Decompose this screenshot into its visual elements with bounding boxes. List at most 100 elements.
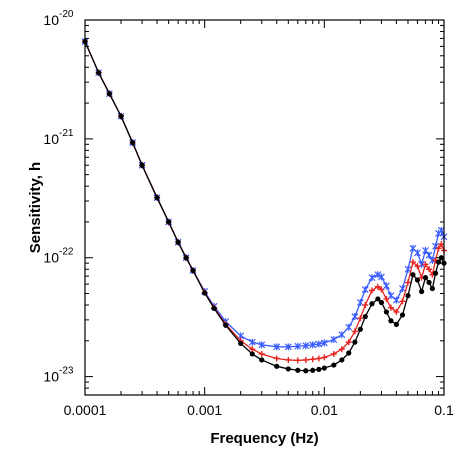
plot-frame <box>84 19 445 396</box>
data-point <box>362 302 369 309</box>
data-point <box>346 350 352 356</box>
data-point <box>130 140 136 146</box>
data-point <box>351 313 359 321</box>
data-point <box>435 245 442 252</box>
y-tick-base: 10 <box>43 12 59 28</box>
data-point <box>422 261 429 268</box>
data-point <box>409 259 416 266</box>
data-point <box>426 279 432 286</box>
y-tick-label: 10 <box>43 12 59 28</box>
data-point <box>238 340 244 347</box>
data-point <box>422 275 429 281</box>
data-point <box>388 318 394 324</box>
data-point <box>399 298 406 305</box>
data-point <box>399 312 406 318</box>
data-point <box>309 356 316 363</box>
data-point <box>331 362 337 368</box>
data-point <box>118 113 124 119</box>
data-point <box>302 356 309 363</box>
data-point <box>392 296 400 304</box>
y-tick-base: 10 <box>43 131 59 147</box>
data-point <box>273 355 280 362</box>
data-point <box>404 279 411 286</box>
data-point <box>321 365 327 371</box>
data-point <box>374 271 382 279</box>
x-tick-label: 0.1 <box>434 402 454 418</box>
data-point <box>378 299 385 306</box>
data-point <box>310 367 316 373</box>
data-point <box>294 342 302 350</box>
data-point <box>294 357 301 364</box>
x-axis-label: Frequency (Hz) <box>210 430 318 447</box>
data-point <box>338 346 345 353</box>
data-point <box>414 249 421 257</box>
data-point <box>419 288 425 295</box>
data-point <box>330 336 338 344</box>
axes-layer <box>84 19 444 396</box>
data-point <box>375 296 381 302</box>
data-point <box>320 339 328 347</box>
data-point <box>435 259 442 265</box>
data-point <box>166 219 172 225</box>
x-tick-labels: 0.0001 0.001 0.01 0.1 <box>64 402 454 418</box>
data-point <box>368 274 376 282</box>
data-point <box>339 357 345 363</box>
data-point <box>330 350 337 357</box>
data-point <box>345 323 353 331</box>
data-point <box>202 290 208 296</box>
data-point <box>387 304 394 311</box>
data-point <box>345 339 352 346</box>
data-point <box>438 241 445 248</box>
x-tick-label: 0.001 <box>187 402 222 418</box>
data-point <box>429 285 436 292</box>
x-tick-label: 0.0001 <box>64 402 107 418</box>
data-point <box>321 354 328 361</box>
data-point <box>316 366 322 372</box>
data-point <box>249 351 255 357</box>
data-point <box>362 313 368 320</box>
data-point <box>351 328 358 335</box>
data-point <box>393 321 399 327</box>
data-point <box>425 251 433 259</box>
data-point <box>106 91 113 97</box>
data-point <box>378 273 385 281</box>
data-point <box>383 309 389 315</box>
y-tick-label: 10 <box>43 369 59 385</box>
data-point <box>352 339 358 345</box>
data-point <box>399 285 406 293</box>
data-point <box>382 282 390 290</box>
data-point <box>387 292 395 300</box>
data-point <box>190 267 196 274</box>
data-point <box>405 293 411 299</box>
x-tick-label: 0.01 <box>311 402 338 418</box>
data-point <box>303 368 309 374</box>
data-point <box>249 346 256 353</box>
data-point <box>428 256 436 264</box>
y-tick-label: 10 <box>43 250 59 266</box>
data-point <box>223 322 229 328</box>
data-point <box>369 301 375 307</box>
data-point <box>432 270 439 276</box>
data-point <box>302 342 310 350</box>
data-point <box>248 338 256 346</box>
data-point <box>139 162 145 168</box>
data-point <box>274 363 280 369</box>
data-point <box>175 239 181 245</box>
data-point <box>284 343 292 351</box>
data-point <box>258 341 266 349</box>
data-point <box>361 286 369 294</box>
data-point <box>378 286 385 293</box>
y-tick-exponent: -23 <box>59 366 74 377</box>
data-point <box>414 277 421 283</box>
y-tick-label: 10 <box>43 131 59 147</box>
data-point <box>154 195 160 201</box>
data-point <box>285 366 291 372</box>
data-point <box>357 326 363 332</box>
y-tick-exponent: -20 <box>59 9 74 20</box>
data-point <box>368 287 375 294</box>
data-point <box>437 226 445 234</box>
data-point <box>211 305 217 311</box>
data-point <box>383 295 390 302</box>
data-point <box>285 356 292 363</box>
